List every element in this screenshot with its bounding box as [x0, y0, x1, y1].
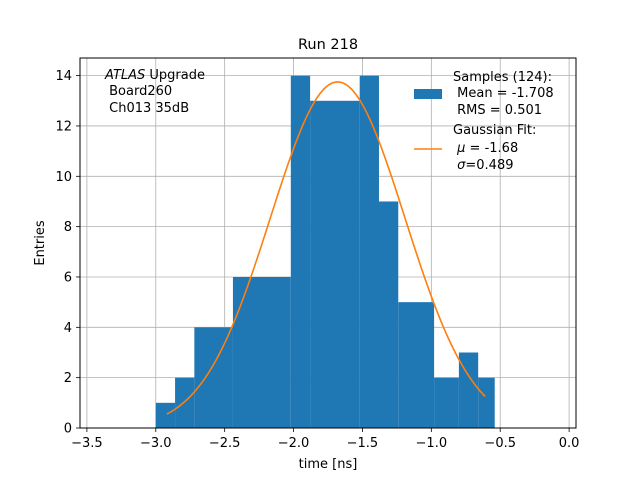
legend-fit-mu-value: = -1.68: [465, 141, 518, 156]
legend-samples-swatch: [414, 89, 442, 99]
x-tick-label-2: −2.5: [209, 436, 241, 451]
y-tick-label-5: 10: [55, 170, 72, 185]
legend-fit-line-1: Gaussian Fit:: [453, 123, 536, 138]
y-tick-label-4: 8: [64, 220, 72, 235]
x-axis-ticks: −3.5 −3.0 −2.5 −2.0 −1.5 −1.0 −0.5 0.0: [71, 428, 579, 451]
annotation-line-2: Board260: [105, 84, 172, 99]
histogram-bars: [155, 75, 495, 428]
annotation-line-1: ATLAS Upgrade: [104, 68, 205, 83]
histogram-bar-8: [398, 302, 435, 428]
histogram-bar-0: [155, 402, 176, 428]
y-tick-label-3: 6: [64, 270, 72, 285]
y-axis-label: Entries: [33, 220, 48, 266]
legend-fit-line-2: μ = -1.68: [453, 141, 518, 156]
x-tick-label-4: −1.5: [347, 436, 379, 451]
histogram-bar-3: [232, 276, 291, 428]
x-tick-label-6: −0.5: [484, 436, 516, 451]
y-tick-label-6: 12: [55, 119, 72, 134]
annotation-atlas-italic: ATLAS: [104, 68, 145, 83]
y-tick-label-2: 4: [64, 321, 72, 336]
legend-fit-sigma-value: =0.489: [465, 158, 513, 173]
histogram-bar-5: [310, 100, 360, 428]
gaussian-fit-curve: [166, 81, 486, 415]
x-tick-label-3: −2.0: [278, 436, 310, 451]
histogram-bar-10: [458, 352, 479, 428]
histogram-bar-6: [359, 75, 379, 428]
legend-fit-mu-symbol: μ: [456, 141, 465, 156]
y-axis-ticks: 0 2 4 6 8 10 12 14: [55, 69, 80, 437]
legend-samples-line-3: RMS = 0.501: [453, 103, 542, 118]
y-tick-label-7: 14: [55, 69, 72, 84]
histogram-bar-7: [378, 201, 399, 428]
x-tick-label-5: −1.0: [416, 436, 448, 451]
histogram-bar-2: [194, 327, 233, 428]
x-tick-label-0: −3.5: [71, 436, 103, 451]
y-tick-label-0: 0: [64, 422, 72, 437]
legend-fit-line-3: σ=0.489: [453, 158, 514, 173]
legend-samples-line-2: Mean = -1.708: [453, 86, 554, 101]
histogram-bar-11: [478, 377, 495, 428]
y-tick-label-1: 2: [64, 371, 72, 386]
x-tick-label-1: −3.0: [140, 436, 172, 451]
histogram-bar-4: [290, 75, 311, 428]
x-axis-label: time [ns]: [299, 457, 358, 472]
plot-frame: [79, 57, 577, 429]
chart-title: Run 218: [298, 37, 358, 53]
legend: Samples (124): Mean = -1.708 RMS = 0.501…: [414, 70, 554, 173]
histogram-bar-1: [175, 377, 195, 428]
legend-samples-line-1: Samples (124):: [453, 70, 552, 85]
annotation-upgrade: Upgrade: [145, 68, 205, 83]
legend-fit-sigma-symbol: σ: [457, 158, 466, 173]
atlas-annotation: ATLAS Upgrade Board260 Ch013 35dB: [104, 68, 205, 116]
histogram-bar-9: [434, 377, 459, 428]
annotation-line-3: Ch013 35dB: [105, 101, 189, 116]
x-tick-label-7: 0.0: [559, 436, 580, 451]
